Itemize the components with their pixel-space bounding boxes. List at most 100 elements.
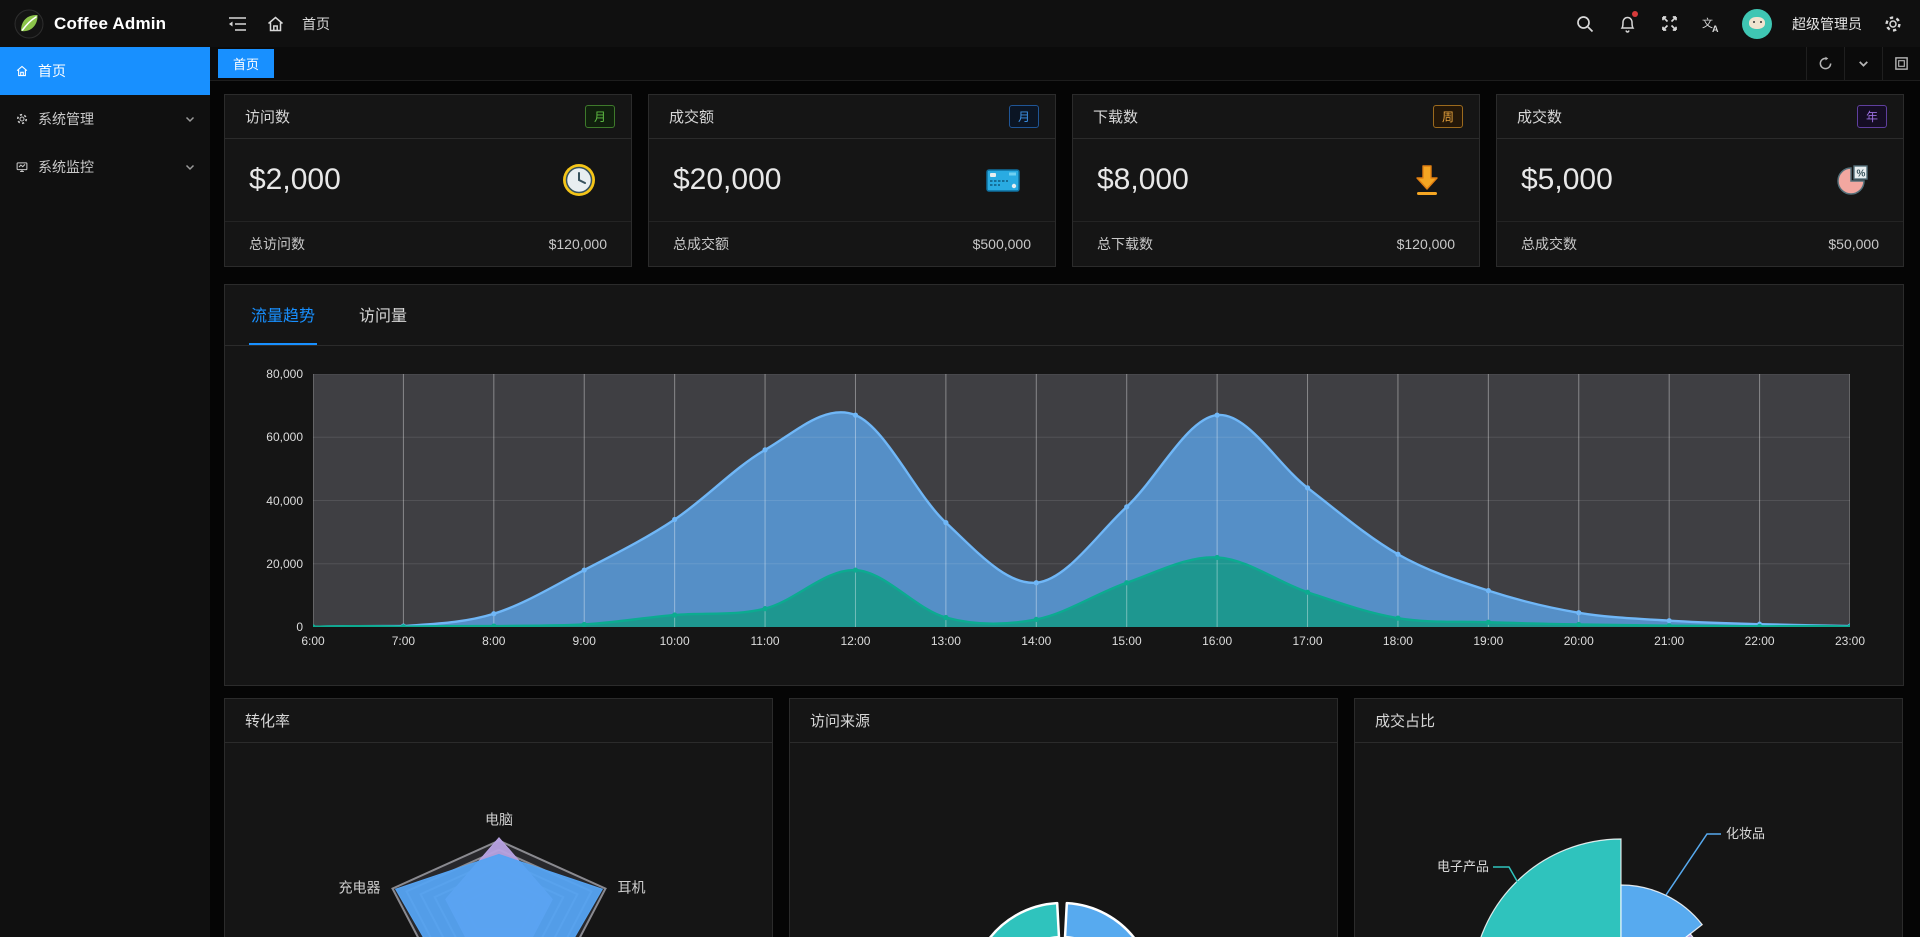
series-teal-marker	[1395, 615, 1401, 621]
stat-footer-label: 总成交额	[673, 236, 729, 252]
tab-home[interactable]: 首页	[218, 49, 275, 78]
period-badge: 周	[1432, 105, 1463, 128]
donut-segment-5	[989, 901, 1061, 937]
fullscreen-icon[interactable]	[1658, 13, 1680, 35]
series-blue-marker	[1395, 551, 1401, 557]
x-tick-label: 11:00	[750, 634, 780, 648]
home-icon[interactable]	[264, 13, 286, 35]
rose-slice	[1480, 838, 1622, 937]
series-blue-marker	[1124, 504, 1130, 510]
stat-value: $20,000	[673, 163, 782, 196]
series-blue-area	[313, 412, 1850, 627]
stat-footer-label: 总访问数	[249, 236, 305, 252]
x-tick-label: 10:00	[659, 634, 690, 648]
stat-footer-value: $500,000	[972, 236, 1031, 252]
credit-card-icon	[986, 169, 1020, 192]
user-avatar[interactable]	[1742, 8, 1772, 39]
sidebar-item-system-management[interactable]: 系统管理	[0, 95, 210, 143]
series-teal-marker	[581, 621, 587, 628]
sidebar-item-system-monitor[interactable]: 系统监控	[0, 143, 210, 191]
period-badge: 月	[584, 105, 615, 128]
x-tick-label: 12:00	[840, 634, 871, 648]
series-teal-marker	[852, 567, 859, 573]
sidebar-item-label: 首页	[38, 63, 66, 79]
chevron-down-icon	[185, 164, 195, 171]
slice-label: 电子产品	[1437, 859, 1489, 874]
stat-footer-label: 总下载数	[1097, 236, 1153, 252]
search-icon[interactable]	[1574, 13, 1596, 35]
breadcrumb[interactable]: 首页	[302, 15, 330, 32]
series-blue-marker	[672, 516, 678, 523]
x-tick-label: 9:00	[572, 634, 596, 648]
series-teal-marker	[1576, 621, 1582, 628]
stat-card-title: 成交数	[1517, 109, 1563, 126]
deal-share-card: 成交占比 电子产品 化妆品	[1354, 698, 1903, 937]
x-tick-label: 19:00	[1473, 634, 1504, 648]
stat-card-downloads: 下载数 周 $8,000 总下载数 $120,000	[1072, 94, 1480, 267]
main-content: 访问数 月 $2,000 总访问数 $120,000 成交额 月 $20,000	[210, 81, 1920, 937]
rose-slice	[1685, 932, 1694, 937]
series-blue-marker	[762, 447, 768, 453]
x-tick-label: 22:00	[1744, 634, 1775, 648]
series-blue-marker	[1214, 412, 1220, 418]
bottom-card-title: 访问来源	[810, 713, 871, 730]
conversion-radar-chart[interactable]: 电脑 耳机 充电器	[225, 744, 772, 937]
period-badge: 月	[1008, 105, 1039, 128]
traffic-trend-chart[interactable]	[310, 373, 1853, 630]
x-tick-label: 8:00	[482, 634, 506, 648]
home-icon	[16, 65, 28, 77]
series-teal-marker	[672, 612, 678, 618]
chevron-down-icon[interactable]	[1844, 47, 1882, 80]
visit-source-donut-chart[interactable]	[790, 744, 1337, 937]
donut-segment-1	[1063, 901, 1135, 937]
series-teal-marker	[1033, 616, 1039, 623]
topbar: 首页 文	[210, 0, 1920, 47]
sidebar: 首页 系统管理 系统监控	[0, 47, 210, 937]
stat-footer-label: 总成交数	[1521, 236, 1577, 252]
notification-dot	[1632, 10, 1638, 17]
brand-logo-area: Coffee Admin	[0, 0, 210, 47]
maximize-icon[interactable]	[1882, 47, 1920, 80]
avatar-face	[1749, 16, 1765, 29]
series-teal-marker	[1124, 580, 1130, 586]
series-blue-marker	[1485, 588, 1491, 594]
series-blue-marker	[1033, 580, 1039, 586]
settings-gear-icon[interactable]	[1882, 13, 1904, 35]
download-icon	[1416, 165, 1438, 195]
svg-text:A: A	[1712, 24, 1719, 33]
series-blue-marker	[852, 412, 859, 418]
x-tick-label: 20:00	[1563, 634, 1594, 648]
series-teal-marker	[1485, 619, 1491, 625]
tab-visits[interactable]: 访问量	[359, 308, 408, 325]
stat-footer-value: $120,000	[1396, 236, 1455, 252]
tab-traffic-trend[interactable]: 流量趋势	[249, 284, 318, 345]
leaf-logo-icon	[14, 9, 44, 38]
sidebar-item-label: 系统管理	[38, 111, 94, 127]
stat-card-title: 访问数	[245, 109, 291, 126]
stat-card-deals: 成交数 年 $5,000 % 总成交数 $50,000	[1496, 94, 1904, 267]
stat-card-title: 成交额	[669, 109, 715, 126]
stat-card-deal-amount: 成交额 月 $20,000 总成交额 $500,000	[648, 94, 1056, 267]
series-blue-marker	[1304, 485, 1311, 491]
pie-chart-icon: %	[1837, 165, 1868, 195]
x-tick-label: 23:00	[1834, 634, 1866, 648]
series-teal-line	[312, 556, 1851, 629]
series-blue-polygon	[394, 853, 604, 937]
username-label[interactable]: 超级管理员	[1792, 15, 1862, 32]
notification-bell-icon[interactable]	[1616, 10, 1638, 35]
y-tick-label: 60,000	[266, 430, 303, 445]
translate-icon[interactable]: 文 A	[1700, 13, 1722, 35]
refresh-icon[interactable]	[1806, 47, 1844, 80]
collapse-menu-icon[interactable]	[226, 13, 248, 35]
stat-card-title: 下载数	[1093, 109, 1139, 126]
series-blue-marker	[943, 520, 949, 526]
svg-text:%: %	[1857, 169, 1866, 180]
page-tabbar: 首页	[210, 47, 1920, 81]
chevron-down-icon	[185, 116, 195, 123]
radar-indicator-label: 电脑	[485, 812, 513, 828]
y-tick-label: 20,000	[266, 556, 303, 571]
y-tick-label: 40,000	[266, 493, 303, 508]
sidebar-item-home[interactable]: 首页	[0, 47, 210, 95]
deal-share-rose-chart[interactable]: 电子产品 化妆品	[1355, 744, 1902, 937]
